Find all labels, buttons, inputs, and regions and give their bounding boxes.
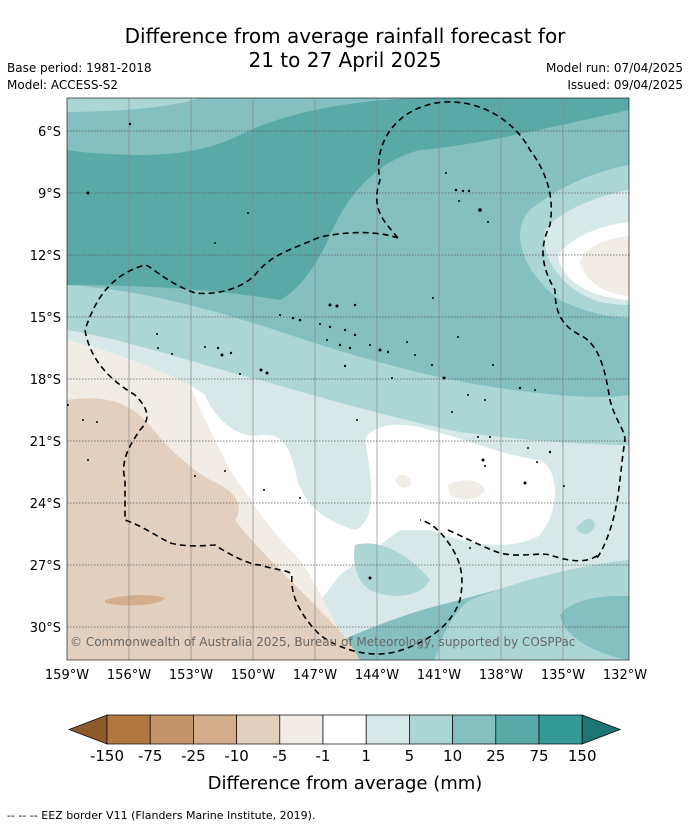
lon-label: 159°W bbox=[45, 668, 89, 683]
colorbar-tick-label: 10 bbox=[443, 747, 462, 765]
colorbar-cell bbox=[322, 714, 367, 745]
copyright-text: © Commonwealth of Australia 2025, Bureau… bbox=[70, 635, 575, 649]
colorbar-tick-label: -75 bbox=[138, 747, 163, 765]
lat-label: 21°S bbox=[30, 435, 61, 450]
lat-label: 15°S bbox=[30, 311, 61, 326]
colorbar-extend-low bbox=[68, 714, 108, 745]
anomaly-band-10-25-top bbox=[67, 98, 420, 155]
metadata-left: Base period: 1981-2018 Model: ACCESS-S2 bbox=[7, 60, 152, 94]
eez-borders bbox=[84, 101, 626, 655]
latitude-labels: 6°S 9°S 12°S 15°S 18°S 21°S 24°S 27°S 30… bbox=[30, 125, 61, 636]
latitude-gridlines bbox=[67, 130, 629, 628]
map-frame bbox=[66, 97, 630, 661]
lon-label: 150°W bbox=[231, 668, 275, 683]
lon-label: 132°W bbox=[603, 668, 647, 683]
title-line-2: 21 to 27 April 2025 bbox=[248, 48, 442, 72]
anomaly-band-5-10-small bbox=[576, 518, 595, 535]
lat-label: 30°S bbox=[30, 621, 61, 636]
map-field: © Commonwealth of Australia 2025, Bureau… bbox=[67, 98, 629, 660]
lon-label: 156°W bbox=[107, 668, 151, 683]
colorbar-tick-label: -1 bbox=[316, 747, 331, 765]
islands bbox=[67, 122, 565, 580]
model-run-date: Model run: 07/04/2025 bbox=[545, 61, 683, 75]
colorbar-tick-label: 25 bbox=[486, 747, 505, 765]
colorbar-cell bbox=[279, 714, 324, 745]
model-name: Model: ACCESS-S2 bbox=[7, 78, 119, 92]
colorbar-tick-label: 1 bbox=[361, 747, 371, 765]
colorbar-tick-label: -10 bbox=[224, 747, 249, 765]
colorbar-cell bbox=[365, 714, 410, 745]
colorbar-tick-label: 150 bbox=[568, 747, 597, 765]
colorbar: -150 -75 -25 -10 -5 -1 1 5 10 25 75 150 Difference … bbox=[68, 714, 622, 794]
anomaly-band-dry-5-10 bbox=[67, 398, 360, 660]
colorbar-cell bbox=[236, 714, 281, 745]
lat-label: 24°S bbox=[30, 497, 61, 512]
lon-label: 153°W bbox=[169, 668, 213, 683]
colorbar-tick-label: 5 bbox=[405, 747, 415, 765]
colorbar-cell bbox=[409, 714, 453, 745]
lon-label: 141°W bbox=[417, 668, 461, 683]
colorbar-cell bbox=[149, 714, 194, 745]
colorbar-tick-label: -25 bbox=[181, 747, 206, 765]
anomaly-band-dry-10-25 bbox=[105, 595, 165, 606]
lon-label: 144°W bbox=[355, 668, 399, 683]
anomaly-band-dry-small bbox=[448, 480, 485, 500]
lat-label: 9°S bbox=[38, 187, 61, 202]
anomaly-band-dry-small-2 bbox=[395, 474, 412, 488]
colorbar-cell bbox=[495, 714, 540, 745]
eez-border-north bbox=[375, 101, 626, 561]
longitude-labels: 159°W 156°W 153°W 150°W 147°W 144°W 141°… bbox=[45, 668, 647, 683]
lat-label: 18°S bbox=[30, 373, 61, 388]
footnote-eez: -- -- -- EEZ border V11 (Flanders Marine… bbox=[7, 809, 316, 822]
anomaly-band-5-10 bbox=[67, 285, 629, 445]
colorbar-tick-label: 75 bbox=[529, 747, 548, 765]
anomaly-band-5-10-lowcenter bbox=[353, 543, 430, 596]
colorbar-cell bbox=[538, 714, 583, 745]
colorbar-cell bbox=[106, 714, 151, 745]
base-period: Base period: 1981-2018 bbox=[7, 61, 152, 75]
colorbar-cell bbox=[452, 714, 497, 745]
eez-border-east bbox=[447, 529, 599, 562]
colorbar-extend-high bbox=[581, 714, 622, 745]
lat-label: 12°S bbox=[30, 249, 61, 264]
colorbar-tick-label: -150 bbox=[90, 747, 124, 765]
issued-date: Issued: 09/04/2025 bbox=[567, 78, 683, 92]
lat-label: 27°S bbox=[30, 559, 61, 574]
metadata-right: Model run: 07/04/2025 Issued: 09/04/2025 bbox=[546, 60, 683, 94]
lon-label: 135°W bbox=[541, 668, 585, 683]
colorbar-title: Difference from average (mm) bbox=[208, 773, 483, 794]
colorbar-tick-label: -5 bbox=[272, 747, 287, 765]
anomaly-band-10-25-lowright bbox=[560, 595, 629, 660]
anomaly-band-5-10-topleft bbox=[67, 98, 200, 112]
anomaly-band-25-75 bbox=[67, 98, 629, 300]
lon-label: 147°W bbox=[293, 668, 337, 683]
title-line-1: Difference from average rainfall forecas… bbox=[124, 24, 566, 48]
colorbar-cell bbox=[193, 714, 237, 745]
lon-label: 138°W bbox=[479, 668, 523, 683]
lat-label: 6°S bbox=[38, 125, 61, 140]
anomaly-band-dry-right bbox=[580, 236, 629, 296]
